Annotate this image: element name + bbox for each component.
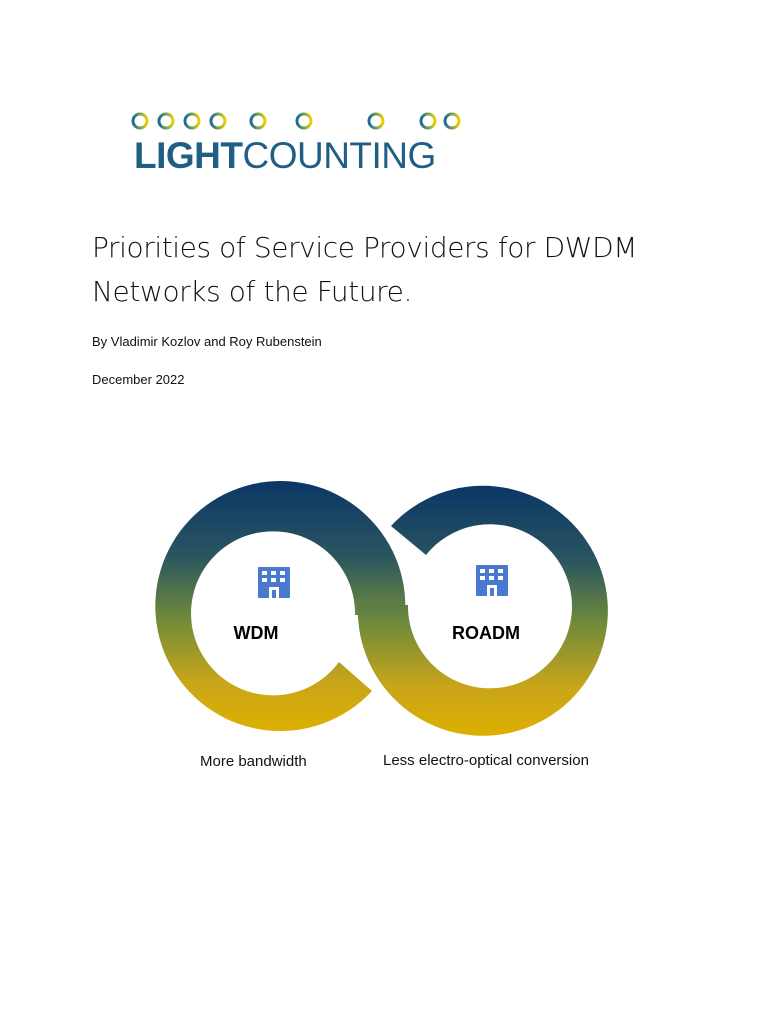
logo-wordmark: LIGHTCOUNTING <box>134 136 436 176</box>
wdm-caption: More bandwidth <box>200 753 307 770</box>
lightcounting-logo: LIGHTCOUNTING <box>118 106 478 176</box>
logo-word-light: LIGHT <box>134 135 243 176</box>
roadm-caption: Less electro-optical conversion <box>383 752 589 769</box>
document-byline: By Vladimir Kozlov and Roy Rubenstein <box>92 334 322 349</box>
wdm-roadm-diagram: WDM ROADM More bandwidth Less electro-op… <box>0 460 768 780</box>
roadm-label: ROADM <box>452 623 520 643</box>
document-title: Priorities of Service Providers for DWDM… <box>92 231 637 308</box>
roadm-building-icon <box>476 565 508 596</box>
right-ring <box>357 485 608 736</box>
infinity-rings <box>155 481 608 736</box>
wdm-building-icon <box>258 567 290 598</box>
left-ring <box>155 481 406 732</box>
wdm-label: WDM <box>233 623 279 643</box>
logo-dots-line <box>120 112 470 130</box>
document-date: December 2022 <box>92 372 185 387</box>
logo-word-counting: COUNTING <box>242 135 436 176</box>
